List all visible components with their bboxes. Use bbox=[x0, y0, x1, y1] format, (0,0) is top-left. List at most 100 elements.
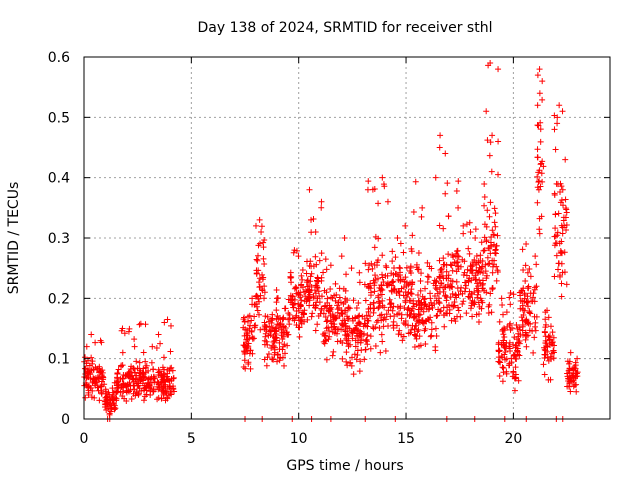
data-point bbox=[408, 326, 415, 333]
data-point bbox=[312, 327, 319, 334]
data-point bbox=[118, 363, 125, 370]
data-point bbox=[329, 352, 336, 359]
data-point bbox=[449, 290, 456, 297]
data-point bbox=[344, 316, 351, 323]
data-point bbox=[449, 252, 456, 259]
data-point bbox=[471, 256, 478, 263]
data-point bbox=[165, 377, 172, 384]
data-point bbox=[478, 305, 485, 312]
data-point bbox=[131, 386, 138, 393]
data-point bbox=[300, 311, 307, 318]
data-point bbox=[149, 343, 156, 350]
data-point bbox=[385, 322, 392, 329]
data-point bbox=[483, 108, 490, 115]
data-point bbox=[457, 313, 464, 320]
data-point bbox=[526, 266, 533, 273]
data-point bbox=[114, 375, 121, 382]
data-point bbox=[109, 392, 116, 399]
data-point bbox=[523, 241, 530, 248]
data-point bbox=[374, 259, 381, 266]
data-point bbox=[314, 274, 321, 281]
data-point bbox=[439, 272, 446, 279]
data-point bbox=[515, 339, 522, 346]
data-point bbox=[410, 208, 417, 215]
data-point bbox=[557, 199, 564, 206]
data-point bbox=[310, 294, 317, 301]
data-point bbox=[161, 383, 168, 390]
data-point bbox=[341, 235, 348, 241]
data-point bbox=[241, 357, 248, 364]
data-point bbox=[167, 322, 174, 329]
data-point bbox=[155, 386, 162, 393]
data-point bbox=[477, 252, 484, 259]
data-point bbox=[444, 180, 451, 187]
data-point bbox=[285, 310, 292, 317]
data-point bbox=[502, 349, 509, 356]
data-point bbox=[369, 324, 376, 331]
data-point bbox=[286, 321, 293, 328]
data-point bbox=[481, 202, 488, 209]
y-tick-label: 0.3 bbox=[48, 231, 70, 247]
data-point bbox=[547, 353, 554, 360]
data-point bbox=[126, 388, 133, 395]
data-point bbox=[291, 296, 298, 303]
data-point bbox=[281, 362, 288, 369]
data-point bbox=[132, 392, 139, 399]
data-point bbox=[113, 382, 120, 389]
data-point bbox=[407, 263, 414, 270]
data-point bbox=[308, 313, 315, 320]
data-point bbox=[512, 342, 519, 349]
data-point bbox=[550, 347, 557, 354]
data-point bbox=[389, 258, 396, 265]
data-point bbox=[473, 260, 480, 267]
data-point bbox=[160, 354, 167, 361]
data-point bbox=[495, 66, 502, 73]
data-point bbox=[98, 368, 105, 375]
data-point bbox=[321, 329, 328, 336]
data-point bbox=[416, 333, 423, 340]
data-point bbox=[438, 280, 445, 287]
data-point bbox=[473, 253, 480, 260]
data-point bbox=[256, 283, 263, 290]
data-point bbox=[400, 249, 407, 256]
data-point bbox=[329, 295, 336, 302]
data-point bbox=[415, 249, 422, 256]
data-point bbox=[340, 322, 347, 329]
data-point bbox=[425, 306, 432, 313]
data-point bbox=[306, 302, 313, 309]
data-point bbox=[481, 181, 488, 188]
data-point bbox=[542, 316, 549, 323]
data-point bbox=[507, 290, 514, 297]
data-point bbox=[96, 397, 103, 404]
data-point bbox=[563, 209, 570, 216]
data-point bbox=[559, 108, 566, 115]
data-point bbox=[384, 198, 391, 205]
data-point bbox=[365, 178, 372, 185]
data-point bbox=[343, 335, 350, 342]
data-point bbox=[391, 313, 398, 320]
data-point bbox=[554, 120, 561, 127]
data-point bbox=[378, 285, 385, 292]
data-point bbox=[411, 313, 418, 320]
data-point bbox=[420, 320, 427, 327]
data-point bbox=[139, 369, 146, 376]
data-point bbox=[526, 309, 533, 316]
y-tick-label: 0.5 bbox=[48, 110, 70, 126]
data-point bbox=[257, 326, 264, 333]
data-point bbox=[164, 366, 171, 373]
data-point bbox=[352, 343, 359, 350]
data-point bbox=[257, 292, 264, 299]
data-point bbox=[299, 316, 306, 323]
data-point bbox=[440, 225, 447, 232]
data-point bbox=[375, 200, 382, 207]
data-point bbox=[517, 331, 524, 338]
data-point bbox=[378, 311, 385, 318]
data-point bbox=[330, 316, 337, 323]
data-point bbox=[545, 314, 552, 321]
data-point bbox=[506, 294, 513, 301]
data-point bbox=[536, 167, 543, 174]
data-point bbox=[477, 295, 484, 302]
data-point bbox=[537, 183, 544, 190]
data-point bbox=[554, 181, 561, 188]
data-point bbox=[389, 278, 396, 285]
